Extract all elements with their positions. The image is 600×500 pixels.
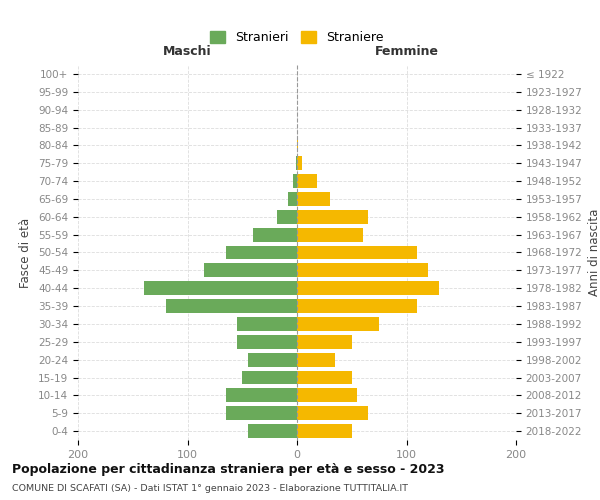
Legend: Stranieri, Straniere: Stranieri, Straniere [205,26,389,49]
Bar [144,281,297,295]
Bar [166,299,297,313]
Bar [297,406,368,420]
Bar [297,352,335,366]
Bar [237,335,297,349]
Bar [297,156,302,170]
Bar [253,228,297,241]
Bar [226,406,297,420]
Bar [297,138,298,152]
Bar [297,424,352,438]
Y-axis label: Anni di nascita: Anni di nascita [588,209,600,296]
Bar [293,174,297,188]
Bar [226,246,297,260]
Bar [248,352,297,366]
Bar [297,174,317,188]
Bar [297,210,368,224]
Text: Femmine: Femmine [374,45,439,58]
Bar [226,388,297,402]
Bar [237,317,297,331]
Bar [297,281,439,295]
Y-axis label: Fasce di età: Fasce di età [19,218,32,288]
Bar [297,246,418,260]
Bar [296,156,297,170]
Bar [297,317,379,331]
Bar [288,192,297,206]
Bar [248,424,297,438]
Bar [204,264,297,278]
Text: COMUNE DI SCAFATI (SA) - Dati ISTAT 1° gennaio 2023 - Elaborazione TUTTITALIA.IT: COMUNE DI SCAFATI (SA) - Dati ISTAT 1° g… [12,484,408,493]
Bar [297,299,418,313]
Text: Popolazione per cittadinanza straniera per età e sesso - 2023: Popolazione per cittadinanza straniera p… [12,462,445,475]
Bar [297,388,357,402]
Bar [297,192,330,206]
Bar [277,210,297,224]
Text: Maschi: Maschi [163,45,212,58]
Bar [297,335,352,349]
Bar [297,228,362,241]
Bar [297,370,352,384]
Bar [297,264,428,278]
Bar [242,370,297,384]
